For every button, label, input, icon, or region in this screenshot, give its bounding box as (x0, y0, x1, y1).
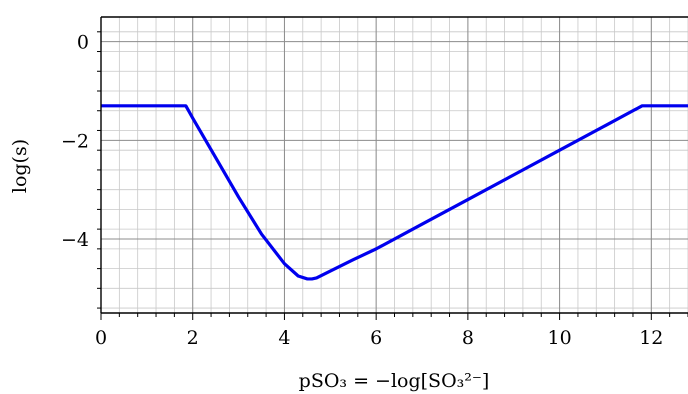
x-tick-label: 0 (95, 327, 107, 349)
y-axis-label: log(s) (9, 139, 31, 193)
x-tick-label: 10 (548, 327, 572, 349)
y-tick-label: 0 (77, 32, 89, 54)
x-tick-label: 4 (278, 327, 290, 349)
ticks-layer: 0 2 4 6 8 10 12 0 −2 −4 (61, 31, 688, 349)
series-layer (101, 104, 688, 281)
minor-grid (100, 17, 688, 313)
x-tick-label: 8 (462, 327, 474, 349)
x-tick-label: 6 (370, 327, 382, 349)
x-axis-label: pSO₃ = −log[SO₃²⁻] (299, 370, 490, 392)
series-line-0 (101, 104, 688, 281)
x-tick-label: 12 (639, 327, 663, 349)
labels-layer: pSO₃ = −log[SO₃²⁻] log(s) (9, 139, 489, 392)
y-tick-label: −4 (61, 229, 89, 251)
y-tick-label: −2 (61, 130, 89, 152)
x-tick-label: 2 (187, 327, 199, 349)
